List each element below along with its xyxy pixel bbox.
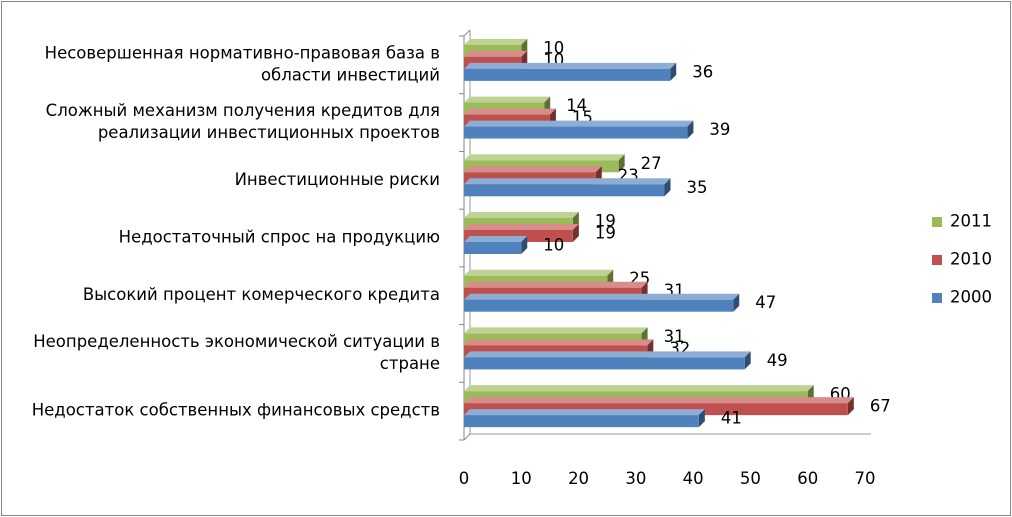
bar-top-face [464, 96, 551, 103]
bar-top-face [464, 224, 579, 230]
x-tick-label: 20 [568, 469, 589, 488]
bar-top-face [464, 293, 740, 300]
legend-label: 2011 [950, 212, 992, 231]
axis-depth-edge [463, 29, 471, 37]
bar-2000 [464, 178, 671, 197]
bar-end-face [744, 351, 751, 370]
bar-top-face [464, 339, 654, 346]
category-label: Недостаток собственных финансовых средст… [32, 401, 440, 420]
bar-front-face [464, 242, 522, 254]
bar-top-face [464, 154, 625, 161]
data-label: 49 [767, 351, 788, 370]
category-label: Недостаточный спрос на продукцию [119, 228, 440, 247]
bar-2000 [464, 409, 705, 428]
legend-label: 2000 [950, 288, 992, 307]
legend-swatch [932, 255, 942, 265]
bar-end-face [618, 154, 625, 173]
bar-top-face [464, 397, 854, 404]
bar-top-face [464, 269, 614, 276]
x-tick-label: 10 [511, 469, 532, 488]
bar-top-face [464, 50, 528, 57]
x-tick-label: 60 [797, 469, 818, 488]
data-label: 10 [543, 236, 564, 255]
bar-2000 [464, 120, 694, 139]
bar-end-face [698, 409, 705, 428]
data-label: 67 [870, 397, 891, 416]
bar-top-face [464, 236, 528, 242]
bar-front-face [464, 68, 671, 81]
data-label: 14 [566, 96, 587, 115]
bar-top-face [464, 385, 814, 392]
x-tick-label: 70 [855, 469, 876, 488]
category-label: Несовершенная нормативно-правовая база в… [45, 43, 440, 84]
bar-end-face [687, 120, 694, 139]
bar-top-face [464, 120, 694, 127]
bar-top-face [464, 108, 556, 115]
data-label: 19 [595, 212, 616, 231]
data-label: 36 [692, 62, 713, 81]
category-label: Высокий процент комерческого кредита [83, 285, 440, 304]
bar-top-face [464, 327, 648, 334]
bar-2000 [464, 293, 740, 312]
legend-swatch [932, 293, 942, 303]
data-label: 19 [595, 224, 616, 243]
data-label: 47 [755, 293, 776, 312]
bar-top-face [464, 212, 579, 218]
bar-top-face [464, 178, 671, 185]
axis-depth-edge [463, 433, 471, 441]
bar-top-face [464, 62, 677, 69]
bar-front-face [464, 415, 699, 428]
data-label: 31 [664, 327, 685, 346]
bar-end-face [572, 224, 579, 242]
x-tick-label: 50 [740, 469, 761, 488]
bar-end-face [733, 293, 740, 312]
bar-top-face [464, 351, 751, 358]
data-label: 39 [709, 120, 730, 139]
bar-end-face [670, 62, 677, 81]
bar-top-face [464, 281, 648, 288]
category-label: Сложный механизм получения кредитов для р… [46, 101, 440, 142]
bar-front-face [464, 299, 734, 312]
bar-top-face [464, 38, 528, 45]
legend-label: 2010 [950, 250, 992, 269]
data-label: 10 [543, 38, 564, 57]
bar-end-face [521, 236, 528, 254]
bar-front-face [464, 126, 688, 139]
category-label: Инвестиционные риски [235, 170, 440, 189]
bar-top-face [464, 409, 705, 416]
bar-2000 [464, 62, 677, 81]
category-label: Неопределенность экономической ситуации … [33, 332, 440, 373]
x-tick-label: 40 [683, 469, 704, 488]
x-tick-label: 30 [625, 469, 646, 488]
bar-2000 [464, 351, 751, 370]
x-tick-label: 0 [459, 469, 470, 488]
bar-front-face [464, 184, 665, 197]
data-label: 41 [721, 409, 742, 428]
bar-2000 [464, 236, 528, 254]
bar-front-face [464, 357, 745, 370]
bar-end-face [847, 397, 854, 416]
bar-top-face [464, 166, 602, 173]
bar-end-face [664, 178, 671, 197]
data-label: 35 [687, 178, 708, 197]
legend-swatch [932, 217, 942, 227]
data-label: 27 [641, 154, 662, 173]
